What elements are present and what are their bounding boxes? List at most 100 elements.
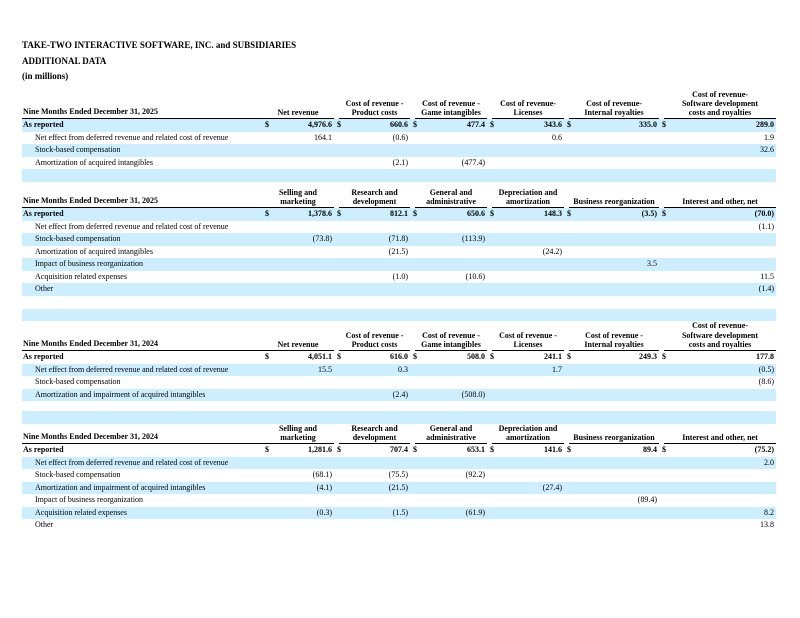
cell-value: 2.0 [764, 457, 774, 467]
financial-table-3: Nine Months Ended December 31, 2024 Net r… [22, 308, 776, 402]
column-header: Net revenue [262, 90, 334, 120]
column-header: Cost of revenue - Product costs [334, 321, 410, 352]
value-cell: $1,281.6 [262, 444, 334, 457]
value-cell: (61.9) [410, 507, 487, 520]
value-cell: (10.6) [410, 271, 487, 284]
value-cell [487, 283, 564, 296]
cell-value: 0.3 [398, 364, 408, 374]
value-cell [487, 469, 564, 482]
cell-value: 1.7 [552, 364, 562, 374]
period-label: Nine Months Ended December 31, 2024 [22, 424, 262, 445]
value-cell [487, 233, 564, 246]
cell-value: (73.8) [312, 234, 332, 244]
value-cell: $249.3 [564, 351, 659, 364]
cell-value: 0.6 [552, 132, 562, 142]
table-row: As reported $4,051.1 $616.0 $508.0 $241.1 $24… [22, 351, 776, 364]
value-cell: $141.6 [487, 444, 564, 457]
value-cell [262, 283, 334, 296]
document-header: TAKE-TWO INTERACTIVE SOFTWARE, INC. and … [22, 38, 776, 85]
cell-value: 1.9 [764, 132, 774, 142]
row-label: As reported [23, 445, 64, 455]
column-header: Depreciation and amortization [487, 188, 564, 209]
cell-value: 650.6 [467, 209, 485, 219]
currency-symbol: $ [413, 209, 417, 219]
value-cell [262, 457, 334, 470]
row-label: Other [35, 284, 54, 294]
cell-value: (2.4) [392, 389, 408, 399]
value-cell: $812.1 [334, 208, 410, 221]
cell-value: 343.6 [544, 120, 562, 130]
value-cell: $241.1 [487, 351, 564, 364]
cell-value: 141.6 [544, 445, 562, 455]
currency-symbol: $ [490, 209, 494, 219]
period-label: Nine Months Ended December 31, 2025 [22, 90, 262, 120]
value-cell [410, 457, 487, 470]
row-label: Net effect from deferred revenue and rel… [35, 364, 229, 374]
data-table: Nine Months Ended December 31, 2025 Selli… [22, 188, 776, 296]
cell-value: (8.6) [758, 377, 774, 387]
value-cell: $289.0 [659, 119, 776, 132]
value-cell: $508.0 [410, 351, 487, 364]
column-header: Cost of revenue - Game intangibles [410, 321, 487, 352]
value-cell [659, 157, 776, 170]
value-cell [262, 376, 334, 389]
value-cell [564, 364, 659, 377]
cell-value: 89.4 [643, 445, 657, 455]
value-cell [487, 157, 564, 170]
cell-value: 660.6 [390, 120, 408, 130]
table-row: As reported $4,976.6 $660.6 $477.4 $343.6 $33… [22, 119, 776, 132]
cell-value: 4,051.1 [308, 352, 332, 362]
row-label: Amortization and impairment of acquired … [35, 482, 206, 492]
currency-symbol: $ [567, 120, 571, 130]
header-row: Nine Months Ended December 31, 2024 Selli… [22, 424, 776, 445]
value-cell [564, 271, 659, 284]
value-cell: $1,378.6 [262, 208, 334, 221]
cell-value: 249.3 [639, 352, 657, 362]
column-header: Selling and marketing [262, 424, 334, 445]
value-cell: (71.8) [334, 233, 410, 246]
column-header: Interest and other, net [659, 188, 776, 209]
period-label: Nine Months Ended December 31, 2025 [22, 188, 262, 209]
value-cell [564, 482, 659, 495]
cell-value: (61.9) [465, 507, 485, 517]
units-note: (in millions) [22, 71, 69, 81]
row-label: Impact of business reorganization [35, 495, 144, 505]
value-cell: (8.6) [659, 376, 776, 389]
value-cell: 15.5 [262, 364, 334, 377]
column-header: Cost of revenue - Internal royalties [564, 321, 659, 352]
cell-value: (1.5) [392, 507, 408, 517]
value-cell: $ (75.2) [659, 444, 776, 457]
currency-symbol: $ [662, 445, 666, 455]
value-cell: (0.6) [334, 132, 410, 145]
currency-symbol: $ [265, 352, 269, 362]
cell-value: 616.0 [390, 352, 408, 362]
value-cell [564, 519, 659, 532]
cell-value: 32.6 [760, 145, 774, 155]
value-cell [410, 246, 487, 259]
currency-symbol: $ [337, 120, 341, 130]
value-cell: (24.2) [487, 246, 564, 259]
column-header: Cost of revenue- Internal royalties [564, 90, 659, 120]
value-cell: (73.8) [262, 233, 334, 246]
currency-symbol: $ [413, 352, 417, 362]
table-row: Net effect from deferred revenue and rel… [22, 456, 776, 470]
table-row: Impact of business reorganization 3.5 [22, 258, 776, 271]
value-cell: 32.6 [659, 144, 776, 157]
value-cell [262, 157, 334, 170]
empty-shaded-row [22, 169, 776, 182]
value-cell [659, 482, 776, 495]
table-row: Amortization and impairment of acquired … [22, 388, 776, 402]
cell-value: (0.5) [758, 364, 774, 374]
currency-symbol: $ [413, 445, 417, 455]
value-cell: (89.4) [564, 494, 659, 507]
value-cell [410, 132, 487, 145]
value-cell [487, 389, 564, 402]
column-header: Cost of revenue- Software development cost… [659, 321, 776, 352]
data-table: Nine Months Ended December 31, 2024 Net r… [22, 321, 776, 402]
value-cell [262, 389, 334, 402]
value-cell [487, 221, 564, 234]
cell-value: (0.3) [316, 507, 332, 517]
value-cell [334, 519, 410, 532]
value-cell [334, 283, 410, 296]
value-cell: 3.5 [564, 258, 659, 271]
